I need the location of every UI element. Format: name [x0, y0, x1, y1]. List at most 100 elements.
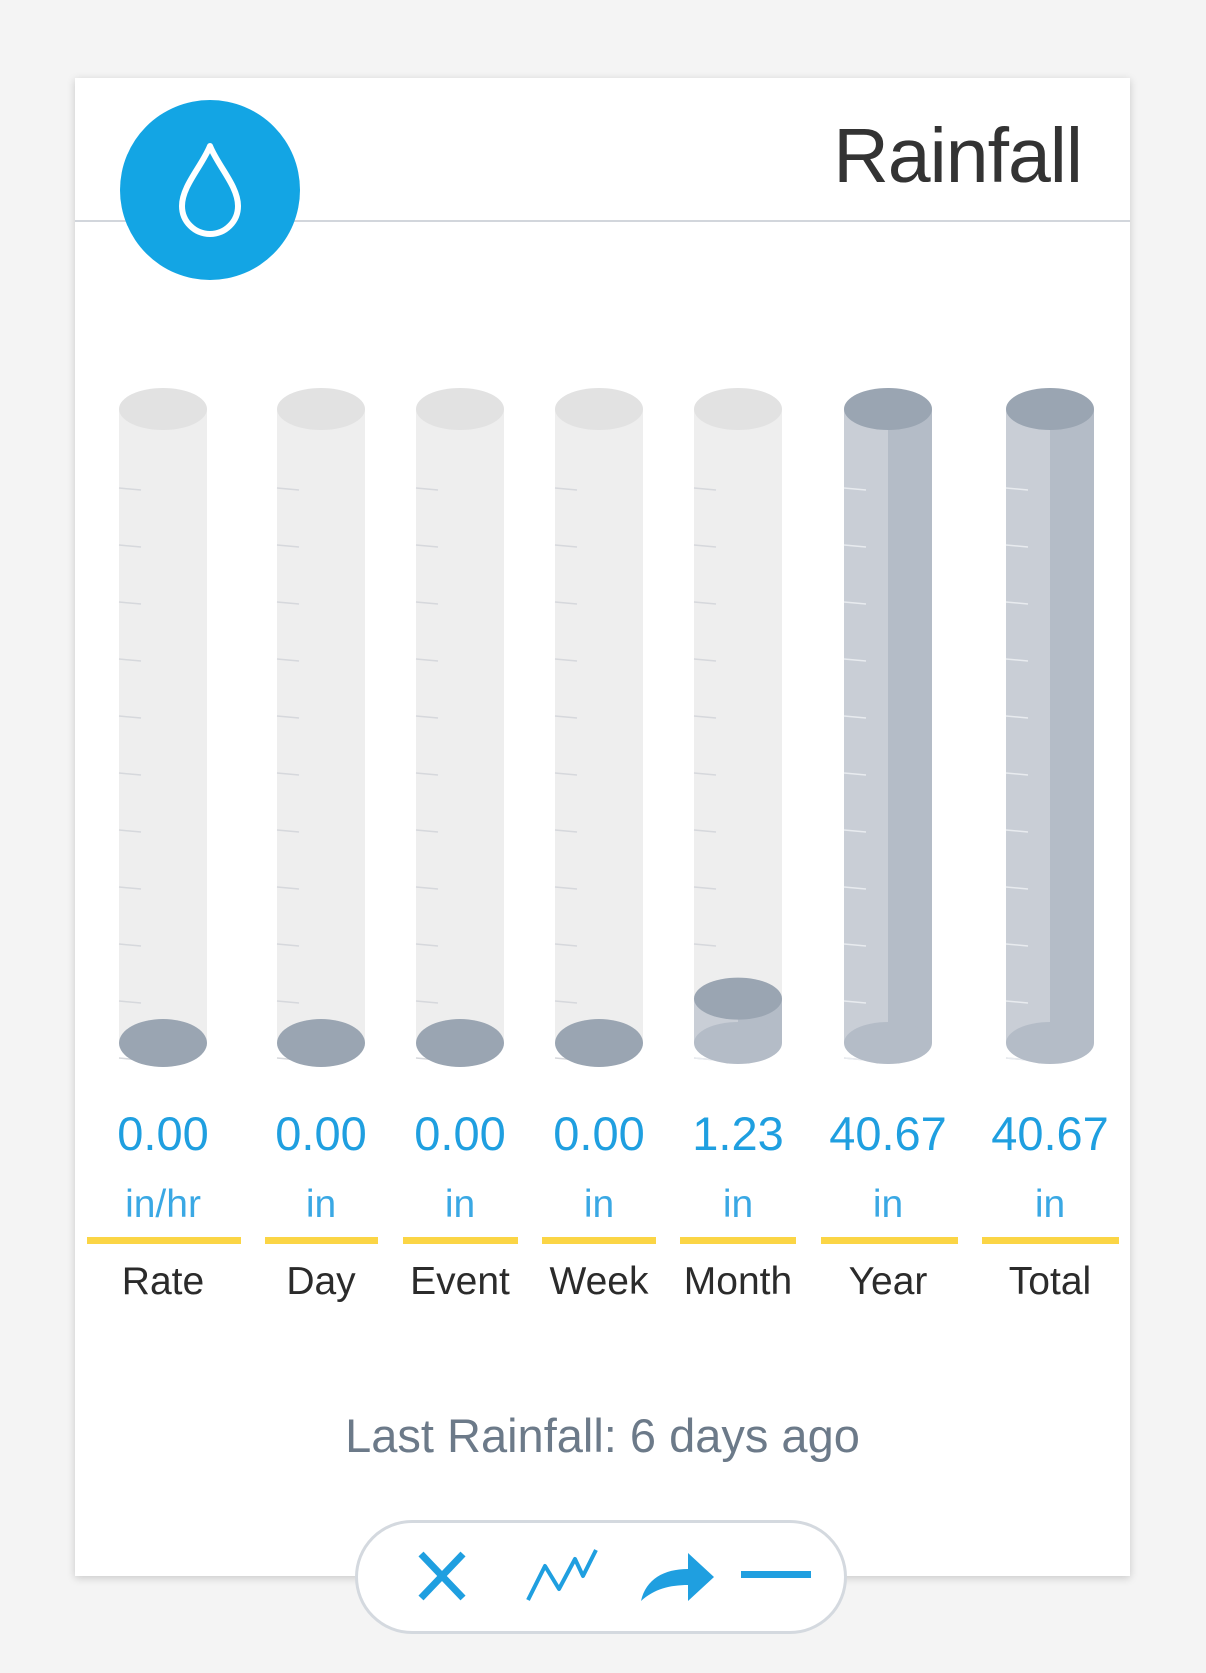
minimize-button[interactable] [738, 1523, 828, 1631]
value-year: 40.67 [829, 1107, 947, 1160]
value-event: 0.00 [414, 1107, 506, 1160]
unit-month: in [722, 1183, 754, 1226]
gauge-tick [118, 829, 142, 833]
value-day: 0.00 [275, 1107, 367, 1160]
gauge-tick [276, 487, 300, 491]
gauge-tick [118, 1000, 142, 1004]
gauge-tick [554, 886, 578, 890]
label-year: Year [848, 1260, 928, 1303]
gauge-tick [118, 487, 142, 491]
gauge-tick [276, 943, 300, 947]
gauge-tick [693, 658, 717, 662]
gauge-tick [1005, 715, 1029, 719]
gauge-tick [843, 544, 867, 548]
gauge-tick [415, 829, 439, 833]
trend-chart-icon [526, 1549, 598, 1601]
gauge-tick [415, 772, 439, 776]
gauge-fill-left-year [844, 409, 888, 1043]
gauge-tick [1005, 601, 1029, 605]
gauge-base-total [1006, 1022, 1094, 1064]
trend-button[interactable] [523, 1523, 613, 1631]
widget-title: Rainfall [833, 113, 1083, 199]
gauge-tick [693, 886, 717, 890]
gauge-tick [554, 943, 578, 947]
gauge-tick [843, 487, 867, 491]
gauge-level-year [844, 388, 932, 430]
gauge-tick [693, 601, 717, 605]
gauge-base-year [844, 1022, 932, 1064]
gauge-level-total [1006, 388, 1094, 430]
gauge-tick [1005, 829, 1029, 833]
gauge-tick [1005, 1000, 1029, 1004]
header-divider [75, 220, 1130, 222]
gauge-tube-event [416, 409, 504, 1043]
label-week: Week [549, 1260, 649, 1303]
gauge-tick [554, 658, 578, 662]
gauge-tick [415, 601, 439, 605]
gauge-tick [693, 715, 717, 719]
gauge-base-month [694, 1022, 782, 1064]
gauge-tick [276, 772, 300, 776]
value-month: 1.23 [692, 1107, 784, 1160]
gauge-tick [843, 601, 867, 605]
close-icon [418, 1551, 466, 1601]
gauge-base-week [555, 1019, 643, 1067]
share-arrow-icon [641, 1553, 714, 1601]
unit-rate: in/hr [125, 1183, 201, 1226]
gauge-tick [276, 715, 300, 719]
gauge-tick [1005, 658, 1029, 662]
gauge-base-day [277, 1019, 365, 1067]
gauge-tick [843, 658, 867, 662]
gauge-tick [118, 658, 142, 662]
unit-event: in [444, 1183, 476, 1226]
gauge-base-event [416, 1019, 504, 1067]
gauge-tick [118, 601, 142, 605]
underline-total [982, 1237, 1119, 1244]
share-button[interactable] [636, 1523, 726, 1631]
gauge-tick [118, 943, 142, 947]
gauge-tick [554, 601, 578, 605]
gauge-tick [1005, 943, 1029, 947]
gauge-level-month [694, 977, 782, 1020]
unit-day: in [305, 1183, 337, 1226]
unit-week: in [583, 1183, 615, 1226]
gauge-tick [415, 886, 439, 890]
unit-total: in [1034, 1183, 1066, 1226]
gauge-tick [554, 1000, 578, 1004]
gauge-tube-rate [119, 409, 207, 1043]
gauge-tick [118, 772, 142, 776]
underline-week [542, 1237, 656, 1244]
gauge-cap-rate [119, 388, 207, 430]
gauge-fill-right-total [1050, 409, 1094, 1043]
gauge-tick [415, 487, 439, 491]
underline-month [680, 1237, 796, 1244]
gauge-tick [276, 544, 300, 548]
rainfall-badge [120, 100, 300, 280]
gauge-tick [693, 829, 717, 833]
label-total: Total [1008, 1260, 1092, 1303]
value-rate: 0.00 [117, 1107, 209, 1160]
gauge-tick [843, 886, 867, 890]
gauge-tick [1005, 544, 1029, 548]
gauge-tick [554, 829, 578, 833]
gauge-cap-day [277, 388, 365, 430]
value-total: 40.67 [991, 1107, 1109, 1160]
value-week: 0.00 [553, 1107, 645, 1160]
gauge-fill-right-year [888, 409, 932, 1043]
gauge-tick [276, 1000, 300, 1004]
gauge-tick [276, 886, 300, 890]
minimize-icon [741, 1571, 811, 1578]
gauge-tick [276, 829, 300, 833]
underline-day [265, 1237, 378, 1244]
gauge-tick [415, 658, 439, 662]
water-drop-icon [179, 143, 241, 237]
close-button[interactable] [398, 1523, 488, 1631]
underline-event [403, 1237, 518, 1244]
label-event: Event [410, 1260, 510, 1303]
gauge-tick [554, 544, 578, 548]
gauge-tube-month [694, 409, 782, 1043]
gauge-tick [554, 772, 578, 776]
unit-year: in [872, 1183, 904, 1226]
gauge-tick [415, 943, 439, 947]
gauge-tick [843, 829, 867, 833]
